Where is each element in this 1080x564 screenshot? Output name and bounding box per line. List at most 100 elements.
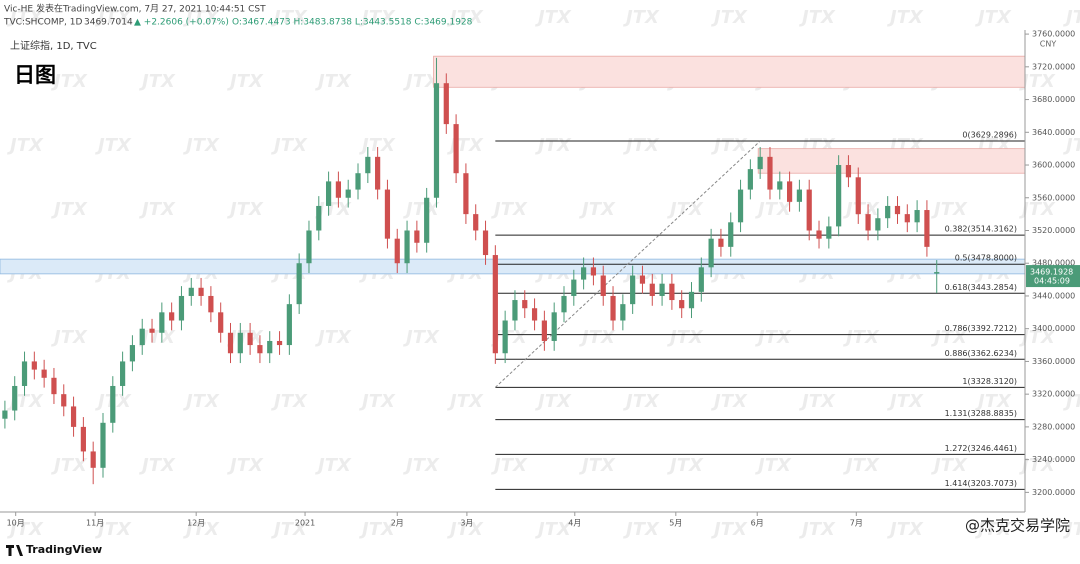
watermark: JTX (887, 519, 924, 540)
watermark: JTX (711, 135, 748, 156)
candle-body (590, 267, 597, 276)
candle-body (669, 283, 675, 301)
candle-body (904, 214, 910, 223)
watermark: JTX (711, 391, 748, 412)
candle-body (610, 295, 616, 321)
watermark: JTX (183, 519, 220, 540)
candle-body (188, 287, 194, 296)
watermark: JTX (579, 455, 616, 476)
candle-body (630, 275, 636, 305)
watermark: JTX (227, 327, 264, 348)
watermark: JTX (447, 519, 484, 540)
watermark: JTX (755, 199, 792, 220)
watermarks: JTX JTX JTX JTX JTX JTX JTX JTX JTX JTX JTX JTX JTX J… (7, 7, 1080, 540)
candle-body (718, 238, 724, 247)
watermark: JTX (931, 327, 968, 348)
plot: 3200.0000 3240.0000 3280.0000 3320.0000 3360… (0, 30, 1075, 528)
candle-body (90, 451, 96, 468)
candle-body (345, 189, 351, 198)
watermark: JTX (491, 199, 528, 220)
candle-body (169, 312, 175, 321)
candle-body (198, 287, 204, 296)
candle-body (51, 377, 57, 395)
candle-body (600, 275, 606, 296)
chart-title: 日图 (14, 63, 56, 87)
candle-body (894, 205, 901, 215)
candle-body (12, 385, 18, 411)
watermark: JTX (491, 455, 528, 476)
y-tick-label: 3440.0000 (1032, 291, 1075, 300)
watermark: JTX (843, 455, 880, 476)
candle-body (806, 189, 812, 231)
watermark: JTX (975, 391, 1012, 412)
watermark: JTX (711, 7, 748, 28)
watermark: JTX (1063, 519, 1080, 540)
watermark: JTX (183, 135, 220, 156)
watermark: JTX (227, 71, 264, 92)
candle-body (639, 275, 646, 284)
x-tick-label: 10月 (7, 519, 25, 528)
price-tag (1026, 265, 1080, 288)
watermark: JTX (7, 7, 44, 28)
fib-label: 1.414(3203.7073) (945, 479, 1017, 488)
price-tag-label: 3469.1928 (1030, 268, 1073, 277)
y-tick-label: 3400.0000 (1032, 324, 1075, 333)
candle-body (237, 332, 243, 354)
watermark: JTX (535, 391, 572, 412)
candle-body (708, 238, 714, 268)
y-tick-label: 3480.0000 (1032, 259, 1075, 268)
watermark: JTX (755, 327, 792, 348)
candle-body (365, 156, 371, 174)
candle-body (757, 156, 763, 170)
candle-body (286, 304, 292, 346)
watermark: JTX (491, 327, 528, 348)
zone (0, 258, 1026, 275)
candle-body (531, 308, 538, 321)
watermark: JTX (315, 199, 352, 220)
candle-body (463, 173, 469, 215)
watermark: JTX (579, 199, 616, 220)
trend-line (494, 140, 761, 388)
fib-label: 1(3328.3120) (962, 377, 1017, 386)
watermark: JTX (183, 391, 220, 412)
candle-body (384, 189, 391, 239)
watermark: JTX (403, 327, 440, 348)
candle-body (522, 300, 528, 309)
watermark: JTX (95, 519, 132, 540)
watermark: JTX (447, 135, 484, 156)
watermark: JTX (667, 327, 704, 348)
candle-body (688, 291, 695, 309)
x-tick-label: 5月 (669, 519, 682, 528)
x-tick-label: 2021 (295, 519, 315, 528)
candle-body (453, 124, 459, 174)
candle-body (110, 385, 116, 423)
fib-label: 0(3629.2896) (962, 131, 1017, 140)
candle-body (836, 165, 842, 227)
candle-body (914, 210, 920, 223)
candle-body (679, 300, 685, 309)
candle-body (885, 205, 891, 219)
candle-body (443, 83, 449, 125)
zone (757, 148, 1026, 174)
change: ▲ +2.2606 (+0.07%) (134, 18, 229, 28)
watermark: JTX (95, 7, 132, 28)
watermark: JTX (51, 327, 88, 348)
candle-body (335, 181, 341, 198)
candle-body (561, 295, 567, 313)
publisher: Vic-HE 发表在TradingView.com, 7月 27, 2021 1… (4, 3, 266, 15)
brand: TradingView (26, 543, 102, 556)
watermark: JTX (403, 199, 440, 220)
candle-body (218, 312, 224, 333)
last-price: 3469.7014 (84, 18, 133, 28)
candle-body (934, 272, 940, 274)
watermark: JTX (447, 391, 484, 412)
x-tick-label: 6月 (751, 519, 764, 528)
candle-body (541, 320, 547, 341)
watermark: JTX (1063, 135, 1080, 156)
fib-label: 0.618(3443.2854) (945, 283, 1017, 292)
candle-body (227, 332, 234, 354)
watermark: JTX (535, 7, 572, 28)
watermark: JTX (7, 135, 44, 156)
